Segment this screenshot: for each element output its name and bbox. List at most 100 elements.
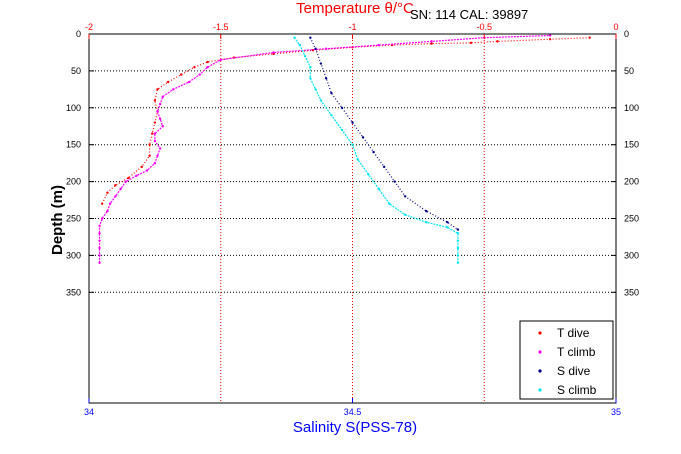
data-point	[393, 180, 396, 183]
y-tick-label-left: 350	[66, 287, 81, 297]
data-point	[351, 143, 354, 146]
data-point	[153, 132, 157, 135]
data-series	[98, 34, 591, 264]
data-point	[456, 228, 460, 231]
data-point	[309, 77, 312, 80]
data-point	[446, 220, 449, 224]
data-point	[124, 180, 128, 183]
data-point	[98, 246, 101, 250]
data-point	[156, 88, 159, 91]
data-point	[151, 132, 154, 135]
data-point	[148, 143, 151, 146]
data-point	[158, 117, 162, 121]
data-point	[356, 158, 359, 161]
y-tick-label-right: 300	[624, 250, 639, 260]
data-point	[404, 213, 407, 217]
y-tick-label-left: 300	[66, 250, 81, 260]
data-point	[153, 121, 157, 124]
data-point	[153, 99, 157, 102]
data-point	[456, 246, 460, 250]
data-point	[319, 99, 323, 102]
bottom-tick-label: 34	[84, 407, 94, 417]
data-point	[361, 136, 365, 139]
data-point	[135, 174, 138, 177]
series-s-dive	[309, 36, 460, 231]
data-point	[108, 202, 112, 205]
data-point	[456, 254, 460, 257]
data-point	[140, 165, 143, 169]
data-point	[153, 161, 157, 165]
legend-marker	[538, 388, 542, 392]
bottom-tick-label: 34.5	[344, 407, 362, 417]
data-point	[303, 54, 307, 58]
y-tick-label-left: 0	[76, 29, 81, 39]
top-tick-label: -2	[85, 22, 93, 32]
y-axis-label: Depth (m)	[49, 185, 66, 255]
data-point	[100, 217, 104, 220]
data-point	[161, 95, 164, 98]
data-point	[100, 202, 104, 205]
y-tick-label-left: 250	[66, 214, 81, 224]
legend-label: S climb	[557, 383, 597, 397]
bottom-axis-label: Salinity S(PSS-78)	[293, 419, 417, 436]
data-point	[127, 176, 130, 180]
data-point	[153, 139, 157, 143]
top-axis-label: Temperature θ/°C	[296, 0, 414, 17]
data-point	[187, 80, 191, 84]
data-point	[172, 88, 175, 91]
data-point	[324, 47, 328, 50]
data-point	[425, 220, 428, 224]
data-point	[98, 224, 101, 228]
data-point	[114, 184, 117, 187]
legend-label: T dive	[557, 326, 590, 340]
y-tick-label-right: 0	[624, 29, 629, 39]
data-point	[330, 113, 333, 117]
data-point	[404, 195, 407, 198]
data-point	[324, 77, 328, 80]
data-point	[548, 37, 552, 41]
data-point	[98, 261, 101, 264]
data-point	[156, 110, 159, 113]
series-trace	[309, 37, 459, 231]
data-point	[166, 80, 170, 84]
data-point	[430, 40, 433, 43]
data-point	[309, 36, 312, 39]
y-tick-label-right: 50	[624, 66, 634, 76]
top-tick-label: -0.5	[476, 22, 492, 32]
data-point	[106, 209, 109, 213]
data-point	[372, 150, 375, 154]
data-point	[367, 173, 370, 176]
data-point	[158, 102, 162, 106]
data-point	[98, 254, 101, 257]
top-tick-label: -1	[348, 22, 356, 32]
top-tick-label: -1.5	[213, 22, 229, 32]
y-tick-label-right: 350	[624, 287, 639, 297]
data-point	[456, 239, 460, 242]
series-t-climb	[98, 34, 552, 264]
series-t-dive	[100, 36, 591, 205]
data-point	[351, 121, 354, 124]
y-tick-label-left: 150	[66, 140, 81, 150]
data-point	[106, 191, 109, 194]
data-point	[446, 226, 449, 229]
data-point	[98, 232, 101, 235]
data-point	[161, 125, 164, 128]
data-point	[219, 58, 222, 62]
legend-marker	[538, 331, 542, 335]
series-s-climb	[293, 36, 460, 264]
data-point	[145, 169, 149, 172]
bottom-tick-label: 35	[611, 407, 621, 417]
data-point	[309, 66, 312, 69]
data-point	[469, 41, 473, 45]
data-point	[340, 128, 344, 132]
y-tick-label-left: 50	[71, 66, 81, 76]
y-tick-label-left: 100	[66, 103, 81, 113]
grid-lines	[89, 34, 616, 403]
data-point	[588, 36, 591, 39]
top-tick-label: 0	[613, 22, 618, 32]
data-point	[272, 51, 275, 54]
data-point	[193, 66, 196, 69]
data-point	[314, 47, 317, 50]
